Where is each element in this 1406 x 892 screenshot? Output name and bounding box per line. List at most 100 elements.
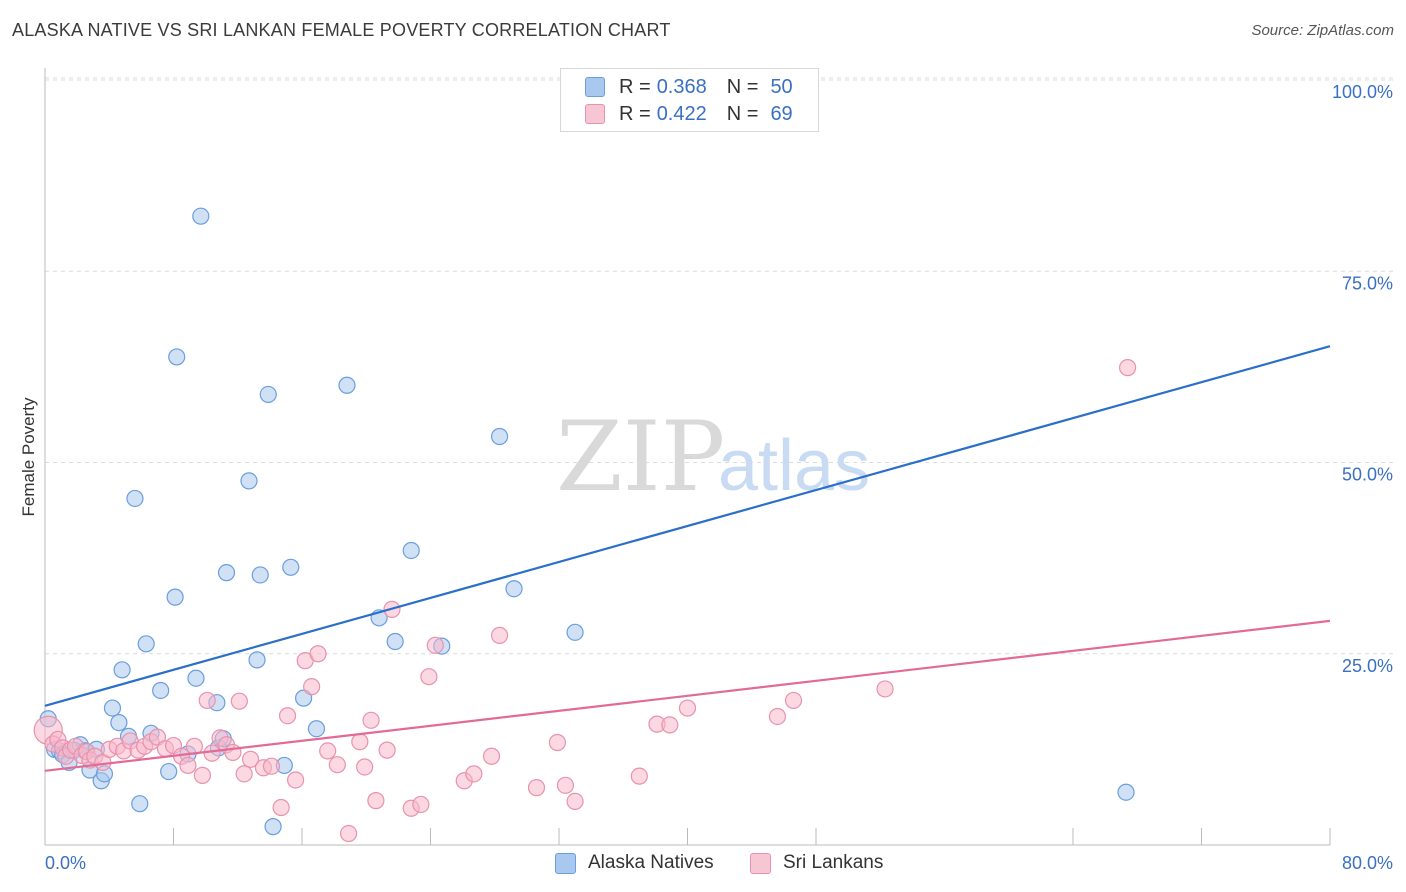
bottom-legend-alaska-natives[interactable]: Alaska Natives [555,852,714,874]
sri-lankan-point [339,824,358,843]
sri-lankan-point [661,716,679,734]
legend-r-value: 0.368 [656,75,707,98]
sri-lankan-point [876,680,894,698]
alaska-native-point [187,669,205,687]
sri-lankan-point [272,798,290,817]
alaska-native-point [113,661,131,679]
bottom-legend-sri-lankans[interactable]: Sri Lankans [750,852,883,874]
alaska-native-point [307,720,326,738]
sri-lankan-point [242,750,260,768]
alaska-native-point [240,472,258,490]
sri-lankan-point [527,779,546,797]
legend-swatch-blue [585,77,605,97]
sri-lankan-point [426,636,444,654]
y-tick-label: 100.0% [1332,82,1393,102]
sri-lankan-point [784,691,803,710]
sri-lankan-point [490,626,509,644]
alaska-native-point [192,207,210,225]
alaska-native-point [110,713,128,732]
sri-lankan-point [278,707,297,725]
legend-n-label: N = [726,75,759,98]
watermark: ZIP atlas [556,401,870,513]
sri-lankan-point [224,743,242,762]
alaska-native-point [338,376,356,394]
sri-lankan-point [262,757,281,775]
sri-lankan-point [678,699,697,717]
points-layer [33,71,1137,843]
sri-lankan-point [230,692,248,710]
alaska-native-point [566,623,584,641]
watermark-atlas: atlas [718,426,870,506]
sri-lankan-point [179,756,197,775]
legend-n-label: N = [726,102,759,125]
legend-r-value: 0.422 [656,102,707,125]
alaska-native-point [137,635,155,653]
sri-lankan-point [630,767,648,785]
alaska-native-point [217,564,236,582]
alaska-native-trendline [44,345,1331,707]
y-tick-label: 25.0% [1342,656,1393,676]
sri-lankan-point [465,765,483,783]
alaska-native-point [168,348,186,366]
sri-lankan-point [412,795,430,814]
alaska-native-point [251,566,269,584]
legend-swatch-blue [555,852,576,874]
alaska-native-point [103,699,122,717]
sri-lankan-point [566,792,584,810]
tick-labels: 25.0% 50.0% 75.0% 100.0% 0.0% 80.0% [45,82,1393,873]
x-tick-label: 80.0% [1342,853,1393,873]
sri-lankan-point [303,678,321,696]
sri-lankan-point [193,766,212,784]
legend-swatch-pink [585,104,605,124]
legend-label: Alaska Natives [588,852,714,873]
sri-lankan-point [420,668,438,686]
sri-lankan-point [351,733,369,751]
alaska-native-point [402,541,420,560]
sri-lankan-point [378,741,396,759]
chart-title: ALASKA NATIVE VS SRI LANKAN FEMALE POVER… [12,20,671,40]
sri-lankan-point [367,792,385,810]
legend-r-label: R = [619,75,651,98]
sri-lankan-point [235,765,253,783]
sri-lankan-point [548,733,566,752]
alaska-native-point [264,818,282,836]
legend-r-label: R = [619,102,651,125]
sri-lankan-point [556,776,575,794]
axis-layer [44,68,1331,846]
legend-n-value: 69 [770,102,793,125]
y-axis-label: Female Poverty [19,397,38,517]
sri-lankan-point [319,742,337,760]
sri-lankan-point [198,691,216,710]
sri-lankan-point [286,771,305,789]
sri-lankan-point [1119,359,1137,377]
sri-lankan-point [362,711,380,729]
legend-row-sri-lankans: R = 0.422 N = 69 [585,101,793,127]
sri-lankan-point [328,756,346,774]
x-tick-label: 0.0% [45,853,86,873]
alaska-native-point [505,580,523,598]
sri-lankan-trendline [44,619,1331,772]
alaska-native-point [490,427,509,446]
legend-n-value: 50 [770,75,793,98]
alaska-native-point [166,588,184,606]
y-tick-label: 50.0% [1342,465,1393,485]
legend-label: Sri Lankans [783,852,884,873]
source-label: Source: ZipAtlas.com [1251,22,1394,39]
alaska-native-point [259,385,277,404]
alaska-native-point [386,632,404,651]
alaska-native-point [282,558,300,576]
sri-lankan-point [356,758,374,776]
alaska-native-point [126,489,144,508]
trend-layer [44,345,1331,772]
sri-lankan-point [309,645,327,663]
legend-row-alaska-natives: R = 0.368 N = 50 [585,74,793,100]
alaska-native-point [152,681,170,700]
alaska-native-point [1117,783,1135,801]
sri-lankan-point [482,747,501,765]
watermark-zip: ZIP [556,401,725,513]
sri-lankan-point [768,707,787,726]
sri-lankan-point [203,744,221,762]
correlation-legend: R = 0.368 N = 50 R = 0.422 N = 69 [560,68,819,132]
alaska-native-point [248,651,266,669]
